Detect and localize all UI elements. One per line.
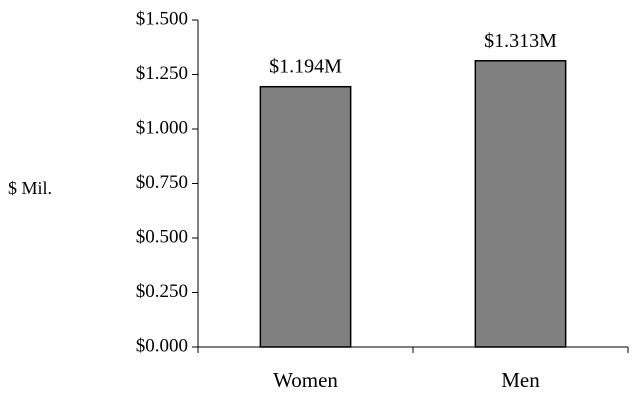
y-axis-label: $ Mil. bbox=[8, 178, 52, 198]
x-axis: Women Men bbox=[197, 346, 629, 392]
y-axis: $0.000 $0.250 $0.500 $0.750 $1.000 $1.250 $1.5… bbox=[136, 8, 199, 356]
data-label-men: $1.313M bbox=[484, 30, 557, 52]
y-tick-label: $1.250 bbox=[136, 63, 188, 84]
bar-men bbox=[474, 60, 567, 348]
bar-women bbox=[259, 85, 352, 348]
y-tick-label: $1.000 bbox=[136, 117, 188, 138]
category-label-women: Women bbox=[273, 368, 338, 392]
data-label-women: $1.194M bbox=[269, 56, 342, 78]
y-tick-label: $1.500 bbox=[136, 8, 188, 29]
y-tick-label: $0.500 bbox=[136, 226, 188, 247]
category-label-men: Men bbox=[501, 368, 540, 392]
bars: $1.194M $1.313M bbox=[259, 30, 567, 348]
y-tick-label: $0.250 bbox=[136, 281, 188, 302]
y-tick-label: $0.750 bbox=[136, 172, 188, 193]
y-tick-label: $0.000 bbox=[136, 335, 188, 356]
